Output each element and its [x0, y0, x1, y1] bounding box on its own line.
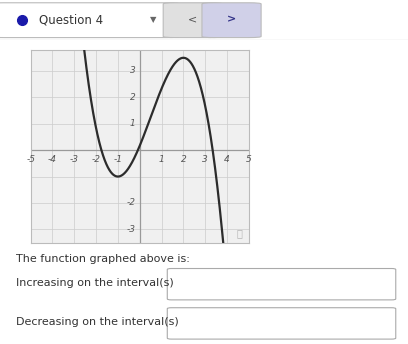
Text: -2: -2	[91, 155, 101, 164]
Text: Decreasing on the interval(s): Decreasing on the interval(s)	[16, 318, 179, 327]
Text: <: <	[188, 15, 197, 25]
Text: -2: -2	[127, 198, 136, 207]
Text: ▼: ▼	[150, 15, 156, 24]
Text: Question 4: Question 4	[39, 13, 103, 26]
Text: 4: 4	[224, 155, 230, 164]
Text: 2: 2	[130, 93, 136, 102]
Text: -4: -4	[48, 155, 57, 164]
Text: -5: -5	[26, 155, 35, 164]
Text: -1: -1	[113, 155, 122, 164]
FancyBboxPatch shape	[202, 3, 261, 37]
Text: 3: 3	[202, 155, 208, 164]
Text: >: >	[227, 15, 236, 25]
Text: Increasing on the interval(s): Increasing on the interval(s)	[16, 278, 174, 288]
FancyBboxPatch shape	[163, 3, 222, 37]
Text: 🔍: 🔍	[237, 229, 242, 239]
FancyBboxPatch shape	[0, 3, 180, 37]
Text: The function graphed above is:: The function graphed above is:	[16, 254, 190, 264]
FancyBboxPatch shape	[167, 269, 396, 300]
Text: 2: 2	[180, 155, 186, 164]
Text: 1: 1	[130, 119, 136, 128]
Text: -3: -3	[70, 155, 79, 164]
FancyBboxPatch shape	[167, 308, 396, 339]
Text: 5: 5	[246, 155, 252, 164]
Text: 1: 1	[159, 155, 164, 164]
Text: -3: -3	[127, 225, 136, 234]
Text: 3: 3	[130, 66, 136, 75]
